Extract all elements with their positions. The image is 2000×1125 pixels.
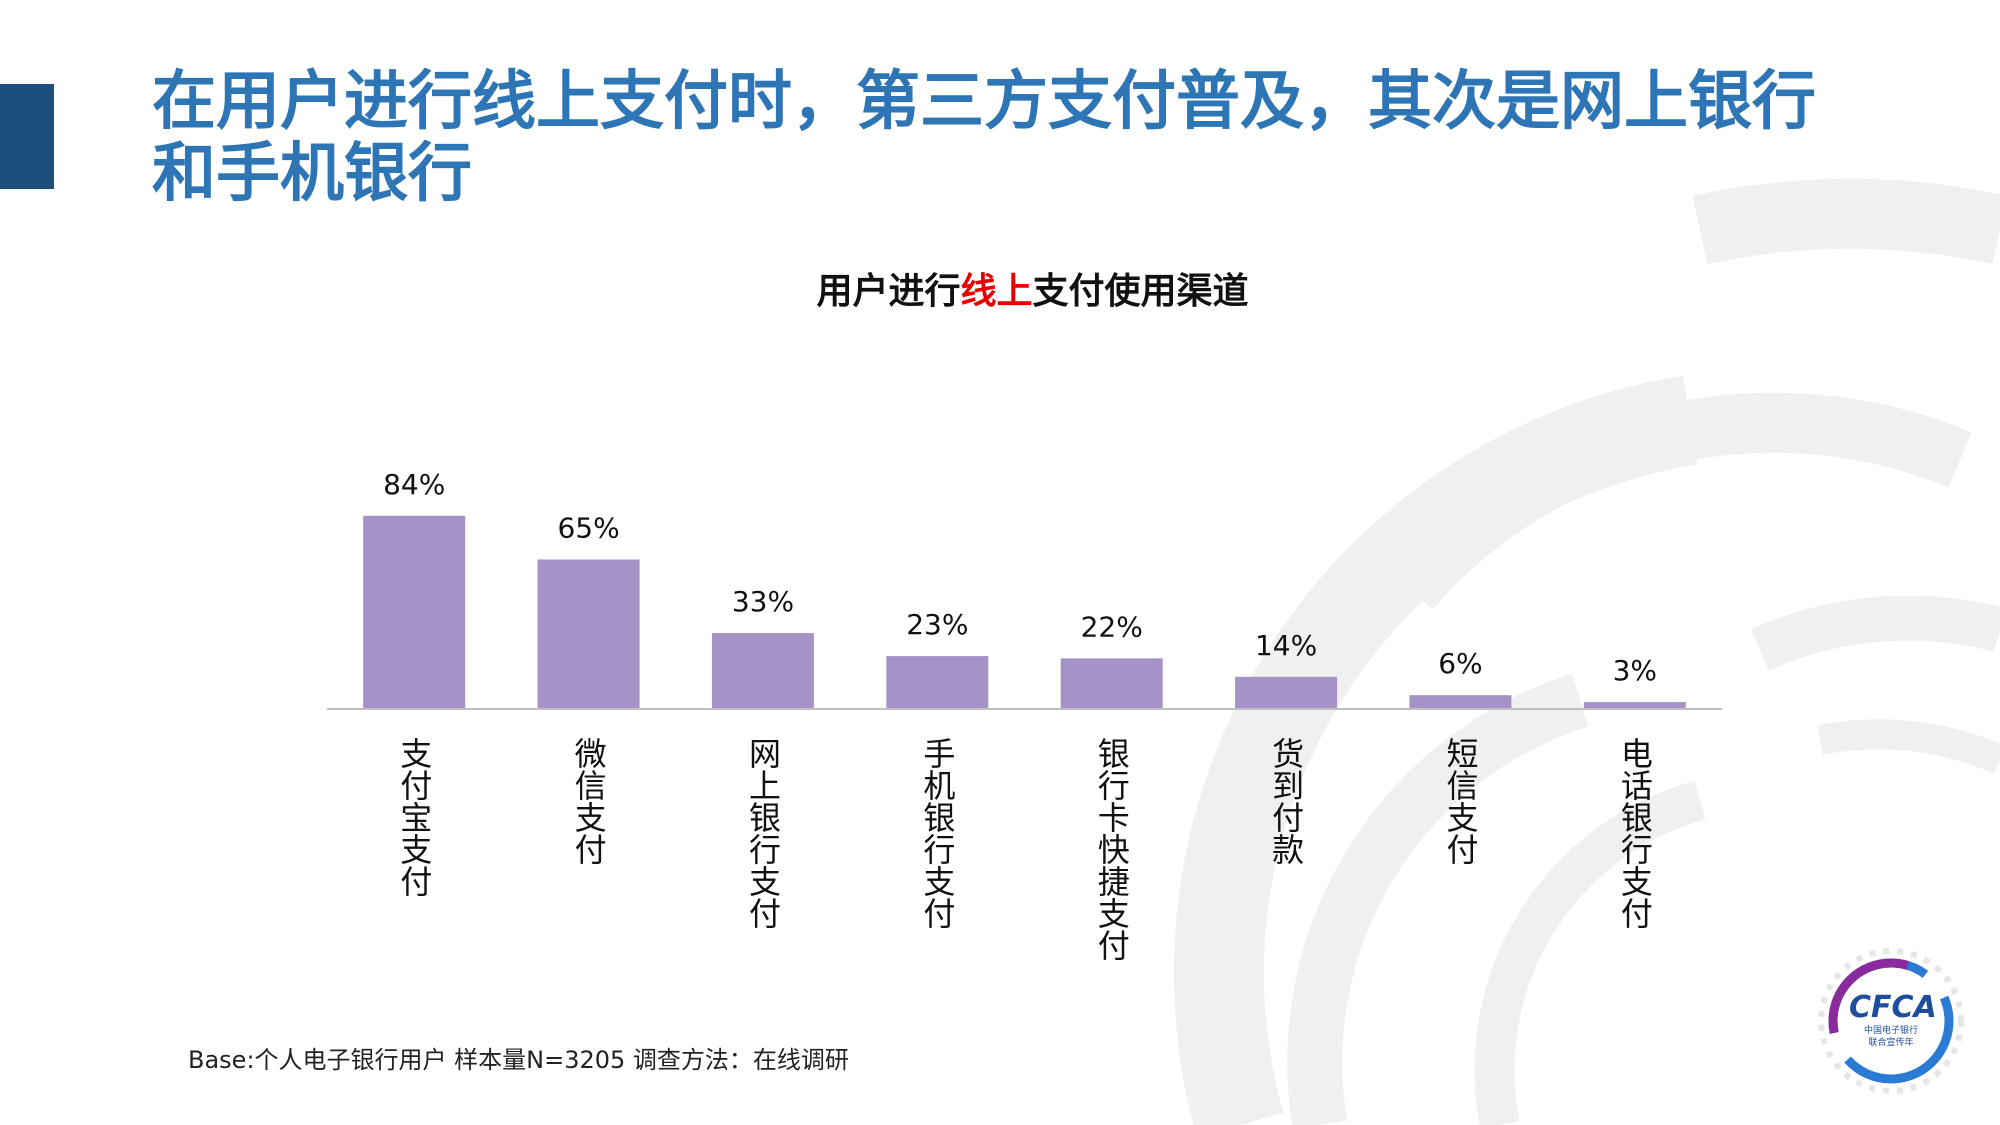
category-label-4: 银行卡快捷支付 <box>1093 737 1131 961</box>
accent-side-bar <box>0 84 54 189</box>
value-label-6: 6% <box>1438 647 1482 680</box>
chart-title-part1: 用户进行 <box>816 271 961 312</box>
bar-2 <box>711 633 814 709</box>
value-label-3: 23% <box>906 608 968 641</box>
chart-title-part2: 支付使用渠道 <box>1032 271 1249 312</box>
category-label-5: 货到付款 <box>1267 737 1305 865</box>
value-label-0: 84% <box>383 468 445 501</box>
bar-6 <box>1409 695 1512 709</box>
category-label-3: 手机银行支付 <box>918 737 956 929</box>
chart-title: 用户进行线上支付使用渠道 <box>0 262 2000 314</box>
bar-4 <box>1060 658 1163 709</box>
logo-text: CFCA <box>1849 990 1937 1025</box>
category-label-1: 微信支付 <box>570 737 608 865</box>
logo-subtitle-2: 联合宣传年 <box>1868 1038 1914 1048</box>
category-labels-layer: 支付宝支付 微信支付 网上银行支付 手机银行支付 银行卡快捷支付 货到付款 短信支付 电话银行… <box>395 737 1654 961</box>
category-label-7: 电话银行支付 <box>1616 737 1654 929</box>
category-label-0: 支付宝支付 <box>395 737 433 897</box>
slide-title: 在用户进行线上支付时，第三方支付普及，其次是网上银行和手机银行 <box>152 65 1816 211</box>
footnote: Base:个人电子银行用户 样本量N=3205 调查方法：在线调研 <box>188 1046 849 1074</box>
bar-0 <box>363 515 466 709</box>
value-label-2: 33% <box>732 585 794 618</box>
bar-5 <box>1235 676 1338 709</box>
bar-1 <box>537 559 640 709</box>
bar-7 <box>1583 702 1686 709</box>
value-label-7: 3% <box>1613 654 1657 687</box>
value-label-4: 22% <box>1081 610 1143 643</box>
category-label-2: 网上银行支付 <box>744 737 782 929</box>
labels-layer: 84% 65% 33% 23% 22% 14% 6% 3% <box>383 468 1657 687</box>
value-label-1: 65% <box>557 512 619 545</box>
category-label-6: 短信支付 <box>1441 737 1479 865</box>
cfca-logo <box>1818 948 1964 1094</box>
logo-subtitle-1: 中国电子银行 <box>1863 1026 1918 1036</box>
chart-title-highlight: 线上 <box>960 271 1033 312</box>
bars-layer <box>363 515 1686 709</box>
bar-3 <box>886 656 989 709</box>
value-label-5: 14% <box>1255 629 1317 662</box>
